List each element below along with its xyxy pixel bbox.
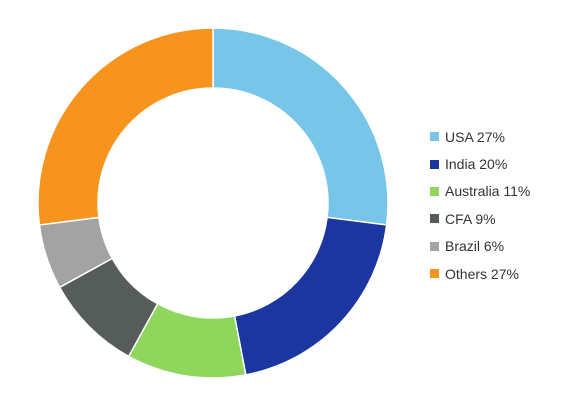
- legend-label: Others 27%: [445, 265, 519, 282]
- legend-item-brazil: Brazil 6%: [430, 233, 530, 260]
- legend-label: CFA 9%: [445, 210, 496, 227]
- legend-swatch: [430, 132, 439, 142]
- donut-slice-others: [37, 27, 214, 226]
- legend-swatch: [430, 186, 439, 196]
- legend-label: Brazil 6%: [445, 238, 505, 255]
- legend-label: India 20%: [445, 156, 508, 173]
- legend-swatch: [430, 159, 439, 169]
- legend-item-india: India 20%: [430, 150, 530, 177]
- legend-swatch: [430, 214, 439, 224]
- legend-swatch: [430, 241, 439, 251]
- legend-label: USA 27%: [445, 128, 505, 145]
- legend-item-cfa: CFA 9%: [430, 205, 530, 232]
- chart-legend: USA 27% India 20% Australia 11% CFA 9% Brazi…: [430, 123, 530, 287]
- legend-item-australia: Australia 11%: [430, 178, 530, 205]
- donut-slice-usa: [212, 27, 389, 226]
- legend-item-usa: USA 27%: [430, 123, 530, 150]
- legend-item-others: Others 27%: [430, 260, 530, 287]
- legend-label: Australia 11%: [445, 183, 531, 200]
- donut-slice-india: [233, 216, 388, 376]
- legend-swatch: [430, 269, 439, 279]
